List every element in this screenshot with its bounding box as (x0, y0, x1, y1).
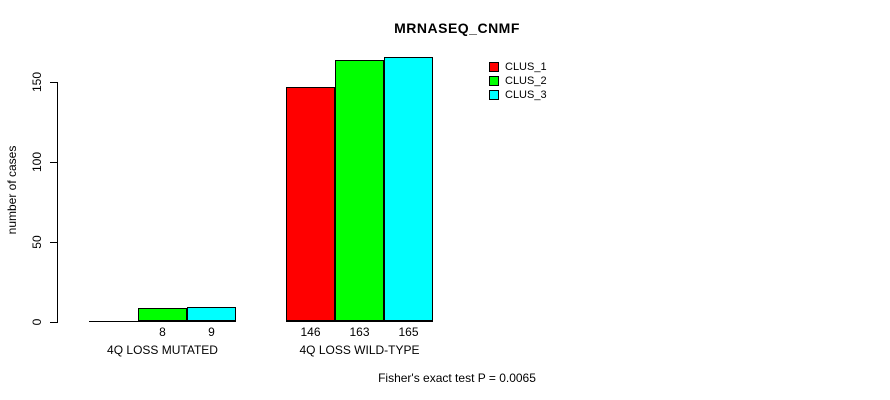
bar (384, 57, 433, 321)
y-axis-label: number of cases (5, 145, 19, 235)
legend-swatch (489, 62, 499, 72)
y-tick-line (50, 242, 57, 243)
group-label: 4Q LOSS MUTATED (107, 343, 218, 357)
stat-annotation: Fisher's exact test P = 0.0065 (378, 371, 536, 385)
bar (286, 87, 335, 321)
bar-value-label: 165 (398, 325, 419, 339)
bar-value-label: 146 (300, 325, 321, 339)
y-tick-line (50, 322, 57, 323)
legend-swatch (489, 90, 499, 100)
bar-value-label: 8 (159, 325, 166, 339)
bar-value-label: 163 (349, 325, 370, 339)
bar-value-label: 9 (208, 325, 215, 339)
legend-label: CLUS_2 (505, 75, 547, 87)
y-tick-line (50, 162, 57, 163)
bar-group (89, 82, 236, 322)
y-axis-line (57, 82, 58, 323)
bar (138, 308, 187, 321)
bar (335, 60, 384, 321)
bar-group (286, 57, 433, 322)
legend: CLUS_1 CLUS_2 CLUS_3 (489, 60, 547, 102)
legend-label: CLUS_1 (505, 61, 547, 73)
group-label: 4Q LOSS WILD-TYPE (299, 343, 420, 357)
chart-title: MRNASEQ_CNMF (394, 20, 520, 36)
legend-row: CLUS_3 (489, 88, 547, 102)
y-tick-label: 100 (30, 151, 44, 173)
y-tick-label: 50 (30, 235, 44, 249)
y-tick-line (50, 82, 57, 83)
y-tick-label: 150 (30, 71, 44, 93)
legend-row: CLUS_2 (489, 74, 547, 88)
legend-label: CLUS_3 (505, 89, 547, 101)
bar (187, 307, 236, 321)
legend-swatch (489, 76, 499, 86)
legend-row: CLUS_1 (489, 60, 547, 74)
